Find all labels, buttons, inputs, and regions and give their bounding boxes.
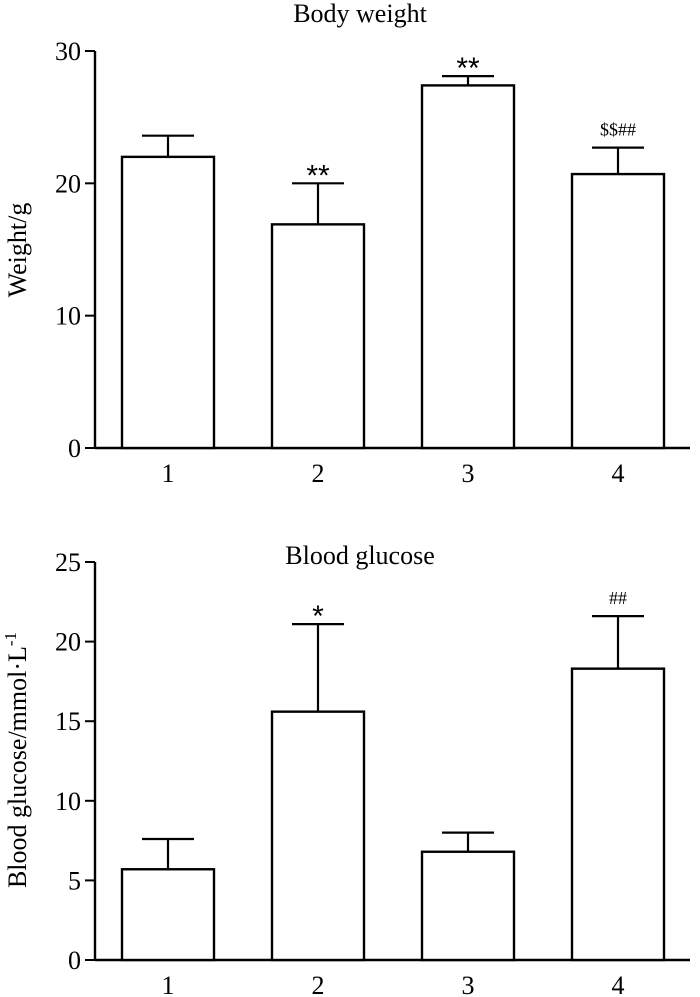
bar-3 (420, 850, 516, 962)
y-axis-label-text: Weight/g (3, 203, 32, 298)
y-axis-label: Weight/g (3, 203, 32, 298)
significance-label: $$## (600, 120, 636, 140)
x-tick-label: 2 (312, 971, 325, 997)
bar-4 (570, 172, 666, 450)
y-tick-label: 30 (55, 37, 81, 66)
y-tick-label: 20 (55, 169, 81, 198)
y-tick-label: 0 (68, 946, 81, 975)
y-tick-label: 10 (55, 302, 81, 331)
chart-title: Body weight (293, 0, 427, 28)
x-tick-label: 3 (462, 971, 475, 997)
bar-1 (120, 868, 216, 962)
bar-4 (570, 667, 666, 962)
bar-1 (120, 155, 216, 450)
x-tick-label: 3 (462, 459, 475, 488)
x-tick-label: 1 (162, 971, 175, 997)
chart-title: Blood glucose (285, 541, 435, 570)
x-tick-label: 4 (612, 459, 625, 488)
y-tick-label: 0 (68, 434, 81, 463)
y-tick-label: 20 (55, 628, 81, 657)
significance-label: ## (609, 588, 627, 608)
bar-3 (420, 84, 516, 450)
bar-2 (270, 223, 366, 450)
chart-1: Body weight 0 10 20 30 Weight/g 1 ** 2 ** 3 $$## 4 (3, 0, 690, 488)
y-axis-label-text: Blood glucose/mmol·L (3, 646, 32, 888)
significance-label: ** (456, 52, 480, 85)
y-tick-label: 15 (55, 707, 81, 736)
y-tick-label: 10 (55, 787, 81, 816)
x-tick-label: 1 (162, 459, 175, 488)
significance-label: ** (306, 159, 330, 192)
x-tick-label: 2 (312, 459, 325, 488)
y-tick-label: 5 (68, 866, 81, 895)
y-axis-label: Blood glucose/mmol·L-1 (1, 632, 32, 888)
y-tick-label: 25 (55, 548, 81, 577)
y-axis-label-superscript: -1 (1, 632, 20, 646)
x-tick-label: 4 (612, 971, 625, 997)
bar-2 (270, 710, 366, 962)
significance-label: * (312, 600, 324, 633)
chart-2: Blood glucose 0 5 10 15 20 25 Blood glucose/mmo… (1, 541, 690, 997)
